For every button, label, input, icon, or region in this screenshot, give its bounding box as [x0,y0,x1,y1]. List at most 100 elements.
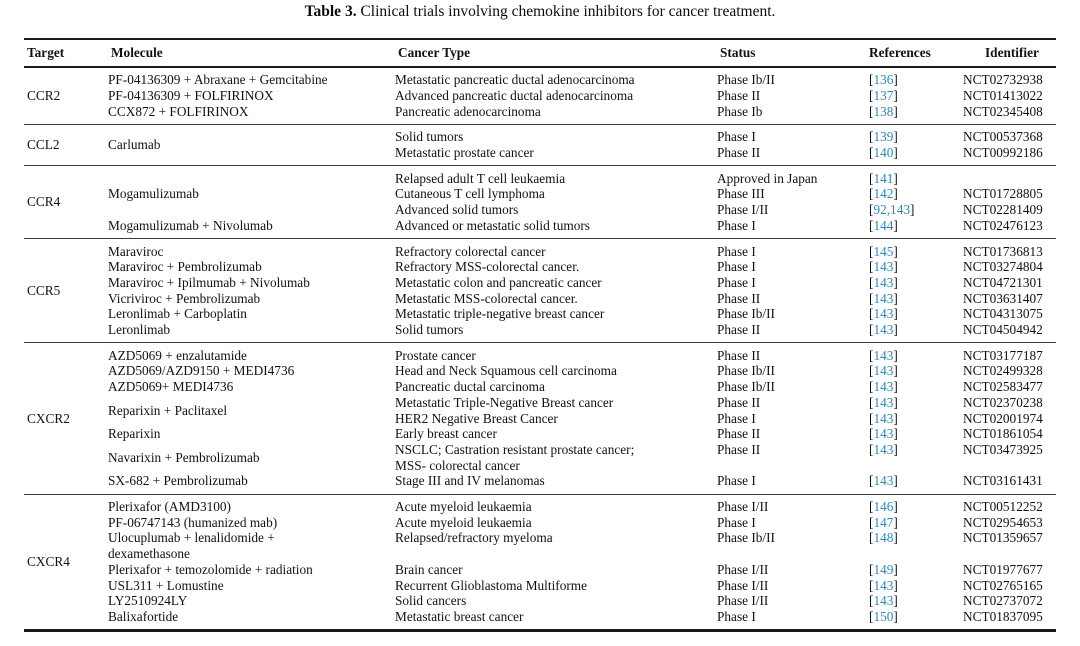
identifier-cell: NCT02001974 [963,410,1043,426]
reference-link[interactable]: 143 [873,363,894,379]
molecule-cell: Mogamulizumab + Nivolumab [108,217,273,233]
reference-link[interactable]: 143 [873,347,894,363]
header-target: Target [27,45,65,60]
references-cell: [143] [869,322,898,338]
trial-row: Advanced pancreatic ductal adenocarcinom… [395,88,1056,104]
molecule-group: Plerixafor + temozolomide + radiation Bra… [108,562,1056,578]
references-cell: [143] [869,473,898,489]
reference-link[interactable]: 138 [873,103,894,119]
reference-link[interactable]: 149 [873,561,894,577]
reference-link[interactable]: 139 [873,129,894,145]
cancer-type-cell: Acute myeloid leukaemia [395,499,532,515]
reference-link[interactable]: 140 [873,145,894,161]
reference-link[interactable]: 143 [873,593,894,609]
reference-link[interactable]: 143 [873,577,894,593]
trial-row: Pancreatic adenocarcinoma Phase Ib [138] NC… [395,104,1056,120]
molecule-cell: Leronlimab [108,322,171,338]
references-cell: [140] [869,145,898,161]
reference-link[interactable]: 143 [873,473,894,489]
cancer-type-cell: Pancreatic ductal carcinoma [395,379,545,395]
references-cell: [143] [869,577,898,593]
molecule-groups: Mogamulizumab Relapsed adult T cell leuka… [108,171,1056,234]
cancer-type-cell: Prostate cancer [395,347,476,363]
cancer-type-cell: Solid tumors [395,322,464,338]
references-cell: [149] [869,561,898,577]
reference-link[interactable]: 143 [873,259,894,275]
molecule-group: Mogamulizumab Relapsed adult T cell leuka… [108,171,1056,218]
molecule-cell: PF-06747143 (humanized mab) [108,514,278,530]
status-cell: Phase I [717,514,756,530]
cancer-type-cell: Relapsed adult T cell leukaemia [395,170,566,186]
trial-entries: Brain cancer Phase I/II [149] NCT01977677 [395,562,1056,578]
reference-link[interactable]: 143 [873,379,894,395]
molecule-cell: Plerixafor + temozolomide + radiation [108,561,313,577]
reference-link[interactable]: 143 [873,306,894,322]
status-cell: Phase I/II [717,593,769,609]
reference-link[interactable]: 147 [873,514,894,530]
trial-entries: Metastatic pancreatic ductal adenocarcin… [395,72,1056,88]
molecule-cell: Maraviroc [108,243,164,259]
molecule-cell: Maraviroc + Pembrolizumab [108,259,262,275]
cancer-type-cell: Advanced or metastatic solid tumors [395,217,590,233]
trial-row: Acute myeloid leukaemia Phase I [147] NCT02… [395,515,1056,531]
references-cell: [148] [869,530,898,546]
reference-link[interactable]: 141 [873,170,894,186]
reference-link[interactable]: 143 [873,290,894,306]
reference-link[interactable]: 92,143 [873,202,911,218]
reference-link[interactable]: 143 [873,394,894,410]
trial-row: Metastatic prostate cancer Phase II [140] N… [395,145,1056,161]
cancer-type-cell: Metastatic MSS-colorectal cancer. [395,290,578,306]
molecule-group: USL311 + Lomustine Recurrent Glioblastoma… [108,578,1056,594]
reference-link[interactable]: 148 [873,530,894,546]
trial-entries: Solid tumors Phase I [139] NCT00537368 Metas… [395,129,1056,160]
molecule-cell: LY2510924LY [108,593,188,609]
references-cell: [147] [869,514,898,530]
molecule-cell: Vicriviroc + Pembrolizumab [108,290,261,306]
status-cell: Phase I [717,217,756,233]
references-cell: [143] [869,593,898,609]
cancer-type-cell: Solid cancers [395,593,467,609]
trial-entries: Metastatic colon and pancreatic cancer Ph… [395,275,1056,291]
target-cell: CCR4 [27,194,61,210]
header-cancer-type: Cancer Type [398,45,471,60]
reference-link[interactable]: 143 [873,410,894,426]
identifier-cell: NCT01736813 [963,243,1043,259]
target-cell: CCR2 [27,87,61,103]
trial-entries: Head and Neck Squamous cell carcinoma Pha… [395,363,1056,379]
target-cell: CXCR4 [27,554,70,570]
reference-link[interactable]: 143 [873,322,894,338]
reference-link[interactable]: 150 [873,609,894,624]
references-cell: [143] [869,306,898,322]
reference-link[interactable]: 136 [873,72,894,88]
identifier-cell: NCT04313075 [963,306,1043,322]
identifier-cell: NCT02954653 [963,514,1043,530]
status-cell: Phase Ib/II [717,530,775,546]
trial-entries: Recurrent Glioblastoma Multiforme Phase I… [395,578,1056,594]
cancer-type-cell: Metastatic Triple-Negative Breast cancer [395,394,614,410]
status-cell: Phase Ib [717,103,763,119]
reference-link[interactable]: 143 [873,441,894,457]
identifier-cell: NCT02737072 [963,593,1043,609]
trial-row: Brain cancer Phase I/II [149] NCT01977677 [395,562,1056,578]
trial-row: Early breast cancer Phase II [143] NCT01861… [395,426,1056,442]
reference-link[interactable]: 142 [873,186,894,202]
status-cell: Phase II [717,347,761,363]
reference-link[interactable]: 137 [873,87,894,103]
trial-row: Metastatic breast cancer Phase I [150] NCT0… [395,609,1056,625]
reference-link[interactable]: 143 [873,426,894,442]
reference-link[interactable]: 145 [873,243,894,259]
cancer-type-cell: Advanced pancreatic ductal adenocarcinom… [395,87,634,103]
reference-link[interactable]: 144 [873,217,894,233]
trial-entries: Stage III and IV melanomas Phase I [143] NC… [395,473,1056,489]
trial-entries: Solid tumors Phase II [143] NCT04504942 [395,322,1056,338]
molecule-groups: AZD5069 + enzalutamide Prostate cancer Pha… [108,348,1056,489]
table-section: CXCR2 AZD5069 + enzalutamide Prostate canc… [24,342,1056,493]
identifier-cell: NCT02345408 [963,103,1043,119]
references-cell: [143] [869,441,898,457]
molecule-group: Navarixin + Pembrolizumab NSCLC; Castrati… [108,442,1056,473]
molecule-group: Reparixin Early breast cancer Phase II [143… [108,426,1056,442]
reference-link[interactable]: 146 [873,499,894,515]
identifier-cell: NCT03161431 [963,473,1043,489]
reference-link[interactable]: 143 [873,274,894,290]
